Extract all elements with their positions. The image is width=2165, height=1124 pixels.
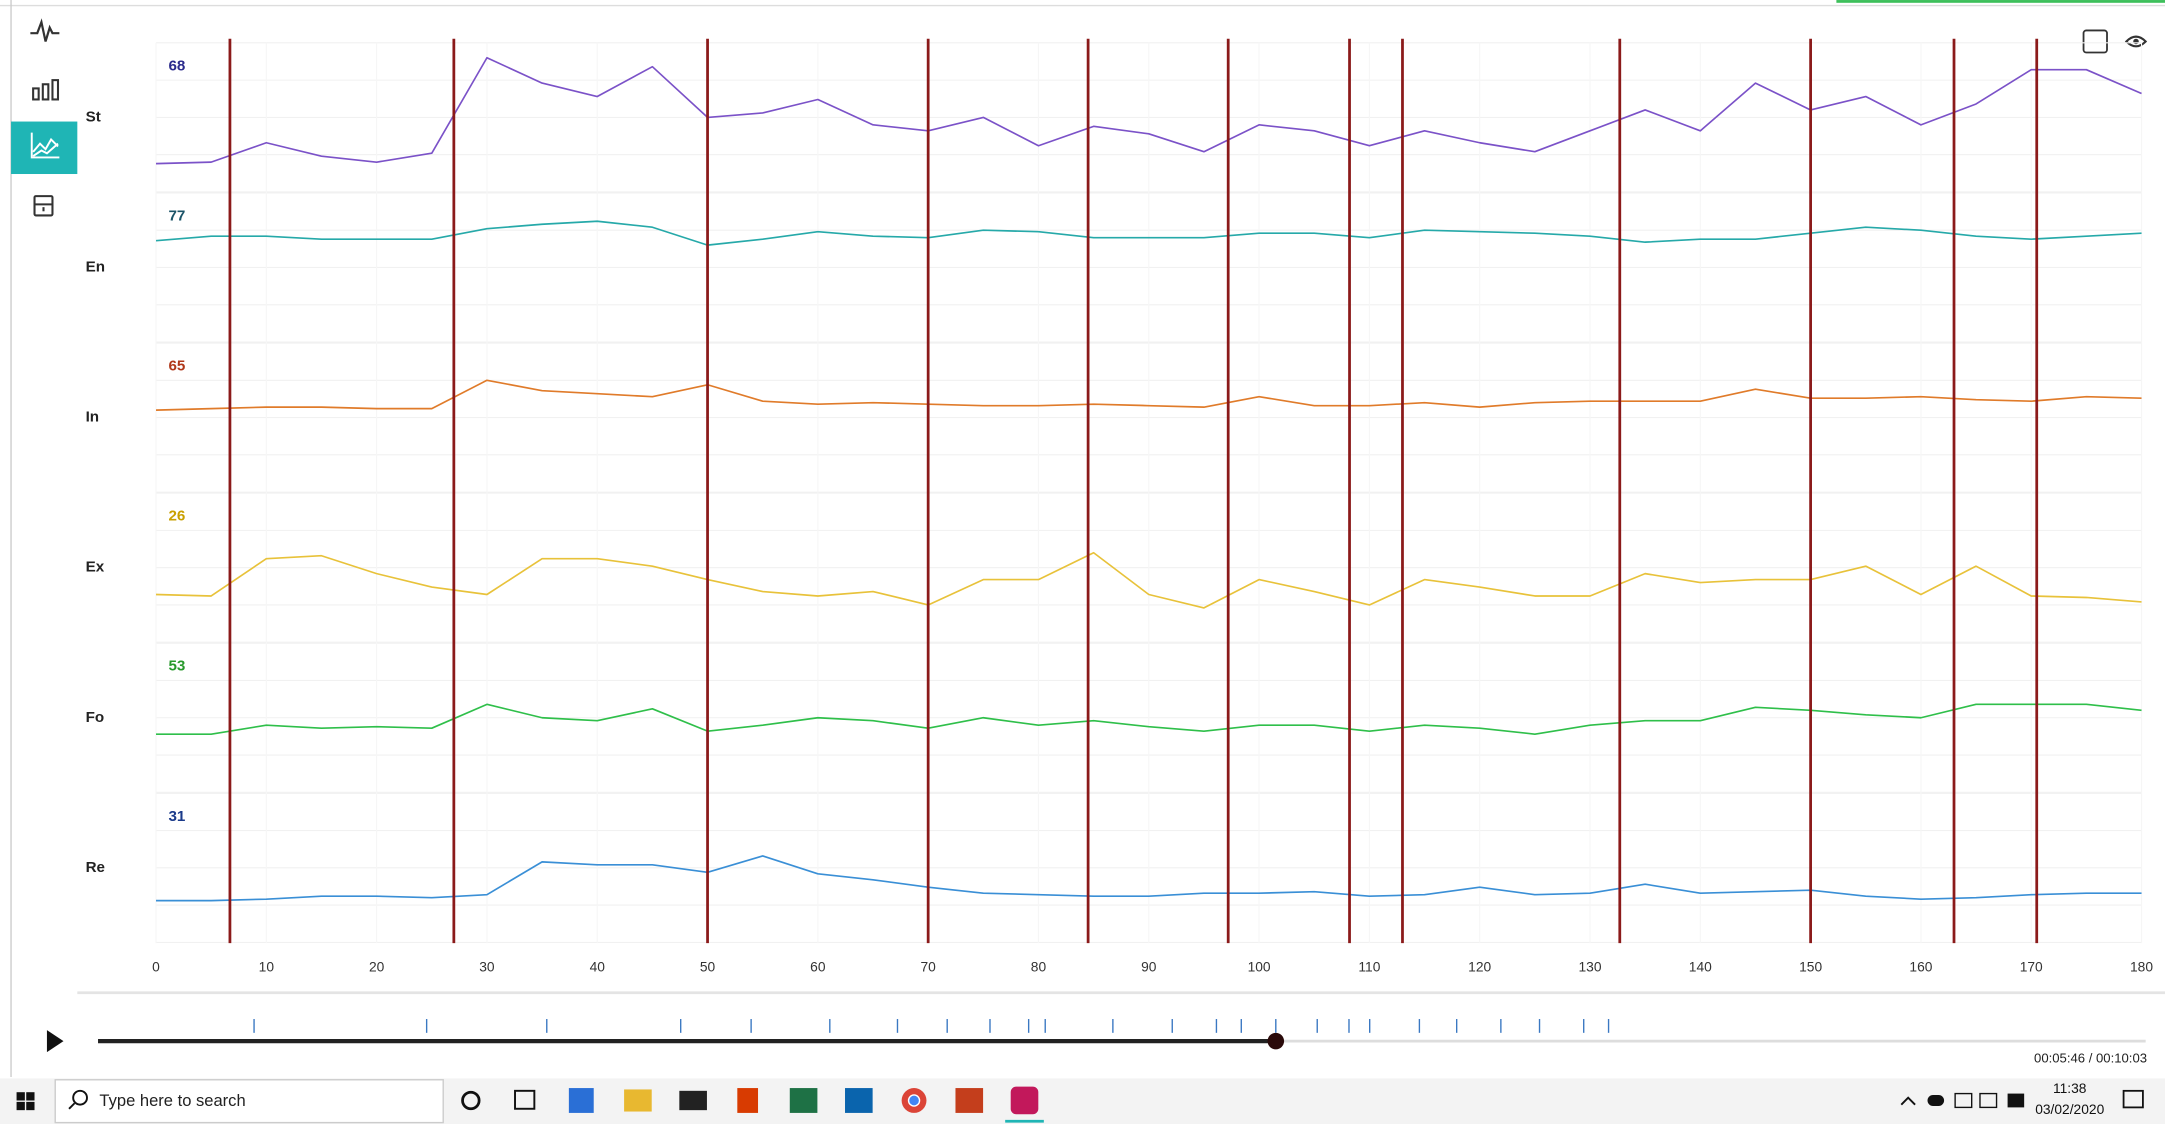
lane-label: Fo — [86, 709, 105, 726]
chrome-center — [909, 1095, 920, 1106]
x-tick-label: 130 — [1578, 960, 1601, 975]
x-tick-label: 0 — [152, 960, 160, 975]
powerpoint-app[interactable] — [955, 1088, 983, 1113]
x-tick-label: 180 — [2130, 960, 2153, 975]
x-tick-label: 30 — [479, 960, 495, 975]
screen: 0 10 20 30 40 50 60 70 80 90 100 110 120 130 140 150 160… — [0, 0, 2165, 1124]
lane-label: In — [86, 409, 99, 426]
readout-value: 26 — [168, 508, 185, 525]
x-tick-label: 60 — [810, 960, 826, 975]
lane-label: En — [86, 259, 105, 276]
x-tick-label: 90 — [1141, 960, 1157, 975]
tray-dropbox[interactable] — [2008, 1094, 2025, 1108]
outlook-app[interactable] — [845, 1088, 873, 1113]
x-tick-label: 110 — [1358, 960, 1380, 975]
x-tick-label: 10 — [259, 960, 275, 975]
x-tick-label: 150 — [1799, 960, 1822, 975]
readout-value: 31 — [168, 808, 185, 825]
lane-label: St — [86, 108, 101, 125]
active-app[interactable] — [1011, 1087, 1039, 1115]
timeline-knob[interactable] — [1268, 1033, 1285, 1050]
x-tick-label: 170 — [2020, 960, 2043, 975]
date[interactable]: 03/02/2020 — [2035, 1102, 2104, 1117]
readout-value: 65 — [168, 358, 185, 375]
tray-cloud[interactable] — [1928, 1095, 1945, 1106]
readout-value: 77 — [168, 207, 185, 224]
page: {"chart_data": {"type": "line", "x": [0,… — [0, 0, 2165, 1124]
playback-time: 00:05:46 / 00:10:03 — [2034, 1051, 2147, 1066]
readout-value: 53 — [168, 658, 185, 675]
x-tick-label: 40 — [590, 960, 606, 975]
lane-label: Ex — [86, 559, 105, 576]
readout-value: 68 — [168, 57, 185, 74]
top-accent — [1836, 0, 2165, 3]
mail-app[interactable] — [679, 1091, 707, 1110]
store-app[interactable] — [569, 1088, 594, 1113]
x-tick-label: 140 — [1689, 960, 1712, 975]
explorer-app[interactable] — [624, 1089, 652, 1111]
x-tick-label: 20 — [369, 960, 385, 975]
lane-label: Re — [86, 859, 105, 876]
clock[interactable]: 11:38 — [2053, 1081, 2087, 1096]
office-app[interactable] — [737, 1088, 758, 1113]
x-tick-label: 80 — [1031, 960, 1047, 975]
taskbar: Type here to search 11:38 03/02/2020 — [0, 1078, 2165, 1124]
x-tick-label: 100 — [1248, 960, 1271, 975]
x-tick-label: 120 — [1468, 960, 1491, 975]
x-tick-label: 160 — [1909, 960, 1932, 975]
excel-app[interactable] — [790, 1088, 818, 1113]
search-placeholder[interactable]: Type here to search — [99, 1091, 245, 1110]
x-tick-label: 70 — [920, 960, 936, 975]
background — [0, 0, 2165, 1124]
x-tick-label: 50 — [700, 960, 716, 975]
